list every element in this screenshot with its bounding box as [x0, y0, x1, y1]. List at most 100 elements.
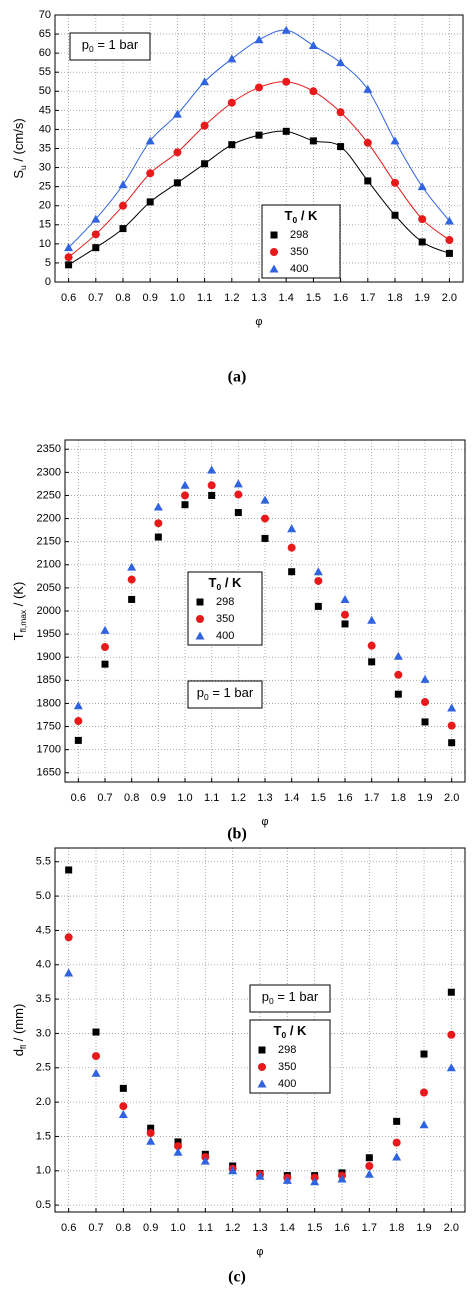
marker-triangle [146, 1136, 156, 1145]
marker-circle [154, 519, 163, 528]
marker-square [394, 690, 402, 698]
x-tick-label: 1.4 [284, 792, 299, 804]
marker-square [447, 988, 455, 996]
marker-square [201, 160, 209, 168]
x-tick-label: 1.6 [333, 292, 348, 304]
marker-circle [367, 641, 376, 650]
marker-square [173, 179, 181, 187]
marker-triangle [64, 968, 74, 977]
annotation-sub: 0 [89, 44, 94, 54]
x-tick-label: 0.7 [88, 1222, 103, 1234]
marker-triangle [308, 41, 318, 50]
x-axis-label: φ [256, 1246, 263, 1258]
marker-triangle [336, 58, 346, 67]
x-tick-label: 1.7 [360, 292, 375, 304]
y-tick-label: 3.5 [36, 993, 51, 1005]
marker-circle [119, 201, 127, 210]
marker-triangle [364, 1169, 374, 1178]
marker-triangle [420, 674, 430, 683]
y-tick-label: 35 [39, 142, 51, 154]
legend-label: 350 [216, 613, 234, 625]
annotation-tail: = 1 bar [94, 37, 139, 52]
x-tick-label: 1.1 [197, 292, 212, 304]
caption: (b) [227, 826, 247, 843]
marker-circle [196, 615, 204, 623]
marker-triangle [207, 465, 217, 474]
marker-square [314, 602, 322, 610]
y-tick-label: 2100 [37, 559, 61, 571]
x-tick-label: 1.3 [252, 1222, 267, 1234]
y-tick-label: 1650 [37, 767, 61, 779]
marker-circle [227, 98, 236, 107]
x-tick-label: 0.6 [61, 1222, 76, 1234]
marker-triangle [337, 1174, 347, 1183]
y-tick-label: 50 [39, 85, 51, 97]
x-tick-label: 0.6 [61, 292, 76, 304]
legend-label: 298 [290, 229, 308, 241]
legend-title-tail: / K [297, 208, 318, 223]
marker-triangle [145, 136, 155, 145]
marker-square [364, 177, 372, 185]
marker-circle [207, 481, 216, 490]
marker-square [146, 198, 154, 206]
marker-square [393, 1117, 401, 1125]
x-tick-label: 1.0 [177, 792, 192, 804]
y-axis-label-tail: / (K) [11, 582, 26, 610]
marker-square [74, 736, 82, 744]
plot-frame [54, 847, 466, 1213]
marker-triangle [390, 136, 400, 145]
x-tick-label: 0.7 [88, 292, 103, 304]
marker-triangle [419, 1120, 429, 1129]
legend-title-tail: / K [221, 575, 242, 590]
y-tick-label: 1.0 [36, 1165, 51, 1177]
marker-triangle [444, 216, 454, 225]
x-tick-label: 2.0 [444, 792, 459, 804]
legend-label: 298 [216, 596, 234, 608]
marker-triangle [254, 35, 264, 44]
marker-triangle [310, 1177, 320, 1186]
marker-triangle [260, 495, 270, 504]
caption: (c) [228, 1269, 246, 1286]
legend-box [261, 204, 341, 279]
y-tick-label: 4.5 [36, 924, 51, 936]
y-tick-label: 1800 [37, 697, 61, 709]
x-tick-label: 0.8 [115, 292, 130, 304]
x-tick-label: 1.8 [389, 1222, 404, 1234]
x-tick-label: 1.2 [225, 1222, 240, 1234]
x-tick-label: 1.5 [311, 792, 326, 804]
legend-title-sub: 0 [293, 215, 298, 225]
marker-triangle [73, 701, 83, 710]
x-tick-label: 1.1 [204, 792, 219, 804]
marker-triangle [340, 594, 350, 603]
annotation-box [187, 680, 263, 709]
marker-square [391, 211, 399, 219]
legend-title-sub: 0 [217, 582, 222, 592]
marker-triangle [91, 1068, 101, 1077]
x-tick-label: 0.6 [71, 792, 86, 804]
marker-circle [174, 1142, 182, 1151]
legend-title-main: T [285, 208, 293, 223]
x-tick-label: 0.9 [151, 792, 166, 804]
marker-triangle [367, 615, 377, 624]
y-axis-label-main: d [11, 1049, 26, 1056]
y-tick-label: 30 [39, 161, 51, 173]
marker-triangle [180, 480, 190, 489]
marker-circle [127, 575, 136, 584]
marker-square [421, 718, 429, 726]
marker-triangle [200, 77, 210, 86]
marker-triangle [118, 1109, 128, 1118]
y-axis-label-main: T [11, 632, 26, 640]
marker-square [181, 501, 189, 509]
marker-circle [421, 698, 429, 707]
marker-triangle [392, 1152, 402, 1161]
marker-square [154, 533, 162, 541]
marker-triangle [100, 625, 110, 634]
x-tick-label: 1.4 [279, 292, 294, 304]
plot-frame [64, 439, 466, 783]
x-tick-label: 0.8 [116, 1222, 131, 1234]
marker-circle [282, 77, 291, 86]
annotation-box [249, 984, 331, 1013]
marker-triangle [417, 182, 427, 191]
marker-circle [101, 643, 109, 652]
y-tick-label: 2200 [37, 512, 61, 524]
